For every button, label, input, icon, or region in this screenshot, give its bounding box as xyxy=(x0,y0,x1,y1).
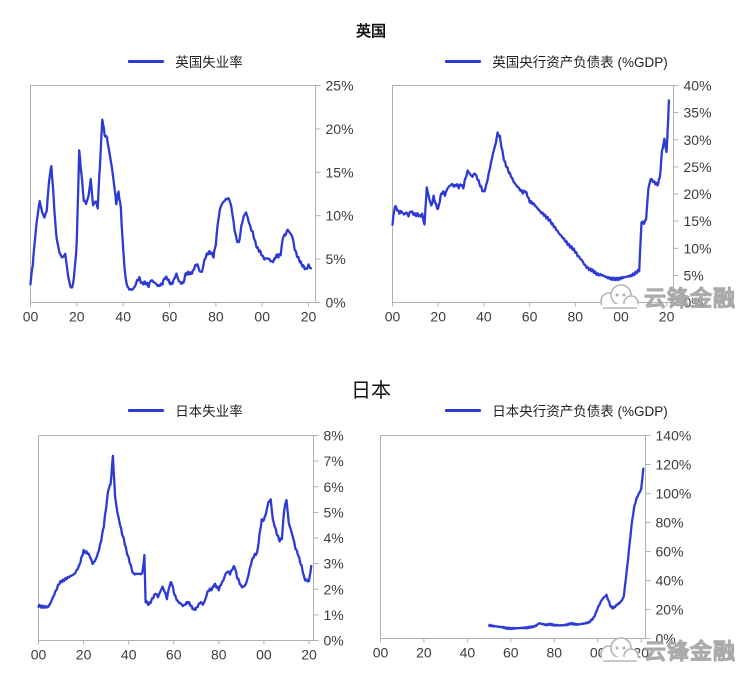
jp-cb-balance-chart: 0% 20% 40% 60% 80% 100% 120% 140% 00 20 40 60 80 00 20 xyxy=(373,428,692,661)
legend-uk-unemployment: 英国失业率 xyxy=(0,51,371,71)
y-tick-label: 0% xyxy=(324,633,344,649)
y-tick-label: 120% xyxy=(656,457,692,473)
legend-line-icon xyxy=(445,408,482,412)
x-tick-label: 00 xyxy=(254,309,270,325)
uk-legend-row: 英国失业率 英国央行资产负债表 (%GDP) xyxy=(0,51,742,71)
y-tick-label: 20% xyxy=(684,186,712,202)
legend-label: 日本失业率 xyxy=(175,404,243,419)
legend-label: 英国失业率 xyxy=(175,55,243,70)
x-tick-label: 20 xyxy=(76,647,92,663)
y-tick-label: 6% xyxy=(324,479,344,495)
jp-section-title: 日本 xyxy=(351,380,391,402)
x-tick-label: 00 xyxy=(256,647,272,663)
y-tick-label: 1% xyxy=(324,607,344,623)
x-tick-label: 60 xyxy=(162,309,178,325)
y-tick-label: 40% xyxy=(684,78,712,94)
uk-section-title: 英国 xyxy=(355,23,386,40)
x-tick-label: 60 xyxy=(522,309,538,325)
uk-unemployment-chart: 0% 5% 10% 15% 20% 25% 00 20 40 60 80 00 20 xyxy=(23,78,354,325)
x-tick-label: 00 xyxy=(385,309,401,325)
data-line xyxy=(487,467,645,631)
x-tick-label: 20 xyxy=(301,647,317,663)
plot-border xyxy=(30,85,316,303)
data-line xyxy=(391,99,671,282)
x-tick-label: 00 xyxy=(23,309,39,325)
y-tick-label: 0% xyxy=(326,295,346,311)
x-tick-label: 00 xyxy=(590,645,606,661)
y-tick-label: 8% xyxy=(324,428,344,444)
uk-cb-balance-chart: 0% 5% 10% 15% 20% 25% 30% 35% 40% 00 20 40 60 80 00 20 xyxy=(385,78,712,325)
y-tick-label: 15% xyxy=(326,164,354,180)
x-tick-label: 40 xyxy=(476,309,492,325)
y-tick-label: 10% xyxy=(326,208,354,224)
y-tick-label: 2% xyxy=(324,581,344,597)
y-tick-label: 20% xyxy=(326,121,354,137)
x-tick-label: 00 xyxy=(613,309,629,325)
x-tick-label: 80 xyxy=(211,647,227,663)
x-tick-label: 80 xyxy=(547,645,563,661)
x-tick-label: 20 xyxy=(659,309,675,325)
x-tick-label: 20 xyxy=(430,309,446,325)
x-tick-label: 40 xyxy=(121,647,137,663)
y-tick-label: 0% xyxy=(656,631,676,647)
y-tick-label: 5% xyxy=(326,251,346,267)
y-tick-label: 25% xyxy=(326,78,354,94)
y-tick-label: 60% xyxy=(656,544,684,560)
plot-border xyxy=(380,435,646,639)
y-tick-label: 4% xyxy=(324,530,344,546)
y-tick-label: 7% xyxy=(324,453,344,469)
legend-line-icon xyxy=(445,59,482,63)
plot-border xyxy=(38,435,314,641)
data-line xyxy=(29,118,313,291)
y-tick-label: 35% xyxy=(684,105,712,121)
legend-label: 日本央行资产负债表 (%GDP) xyxy=(492,404,668,419)
y-tick-label: 100% xyxy=(656,486,692,502)
y-tick-label: 10% xyxy=(684,240,712,256)
y-tick-label: 80% xyxy=(656,515,684,531)
y-tick-label: 30% xyxy=(684,132,712,148)
x-tick-label: 60 xyxy=(503,645,519,661)
legend-jp-cb-balance: 日本央行资产负债表 (%GDP) xyxy=(371,400,742,420)
x-tick-label: 80 xyxy=(208,309,224,325)
legend-line-icon xyxy=(128,59,165,63)
legend-line-icon xyxy=(128,408,165,412)
x-tick-label: 80 xyxy=(568,309,584,325)
x-tick-label: 20 xyxy=(633,645,649,661)
x-tick-label: 40 xyxy=(115,309,131,325)
x-tick-label: 20 xyxy=(69,309,85,325)
y-tick-label: 3% xyxy=(324,556,344,572)
y-tick-label: 15% xyxy=(684,213,712,229)
jp-unemployment-chart: 0% 1% 2% 3% 4% 5% 6% 7% 8% 00 20 40 60 80 00 20 xyxy=(31,428,344,663)
x-tick-label: 00 xyxy=(373,645,389,661)
y-tick-label: 5% xyxy=(684,267,704,283)
x-tick-label: 60 xyxy=(166,647,182,663)
x-tick-label: 20 xyxy=(416,645,432,661)
data-line xyxy=(37,454,313,611)
y-tick-label: 0% xyxy=(684,295,704,311)
x-tick-label: 20 xyxy=(301,309,317,325)
plot-border xyxy=(392,85,674,303)
y-tick-label: 140% xyxy=(656,428,692,444)
y-tick-label: 5% xyxy=(324,504,344,520)
y-tick-label: 20% xyxy=(656,602,684,618)
legend-jp-unemployment: 日本失业率 xyxy=(0,400,371,420)
legend-uk-cb-balance: 英国央行资产负债表 (%GDP) xyxy=(371,51,742,71)
x-tick-label: 00 xyxy=(31,647,47,663)
y-tick-label: 25% xyxy=(684,159,712,175)
legend-label: 英国央行资产负债表 (%GDP) xyxy=(492,55,668,70)
y-tick-label: 40% xyxy=(656,573,684,589)
x-tick-label: 40 xyxy=(460,645,476,661)
jp-legend-row: 日本失业率 日本央行资产负债表 (%GDP) xyxy=(0,400,742,420)
